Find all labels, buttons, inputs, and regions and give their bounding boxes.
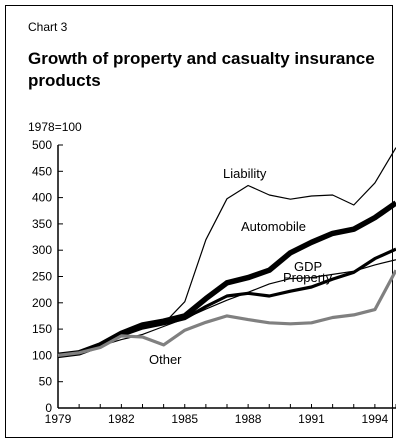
chart-number-label: Chart 3 (28, 20, 68, 34)
annotation-gdp: GDP (294, 259, 322, 274)
y-tick-label: 450 (32, 164, 52, 178)
chart-title: Growth of property and casualty insuranc… (28, 49, 375, 90)
x-tick-label: 1988 (235, 412, 262, 426)
annotation-other: Other (149, 352, 182, 367)
y-tick-label: 0 (45, 401, 52, 415)
series-line-other (57, 269, 396, 357)
y-tick-label: 100 (32, 348, 52, 362)
series-line-unlabeled (57, 247, 396, 357)
chart-axes: 0 50 100 150 200 250 300 350 400 450 500 1979 1982 19… (32, 138, 396, 426)
annotation-liability: Liability (223, 166, 267, 181)
x-tick-label: 1985 (171, 412, 198, 426)
y-tick-label: 400 (32, 191, 52, 205)
base-year-note: 1978=100 (28, 120, 82, 134)
y-tick-label: 200 (32, 296, 52, 310)
y-tick-label: 500 (32, 138, 52, 152)
x-tick-label: 1982 (108, 412, 135, 426)
x-tick-label: 1979 (45, 412, 72, 426)
series-line-gdp (57, 259, 396, 356)
chart-frame (5, 5, 393, 438)
chart-series (57, 147, 396, 359)
series-line-automobile (57, 200, 396, 359)
annotation-property: Property (283, 270, 333, 285)
y-tick-label: 300 (32, 243, 52, 257)
annotation-automobile: Automobile (241, 219, 306, 234)
y-tick-label: 150 (32, 322, 52, 336)
x-tick-label: 1994 (362, 412, 389, 426)
y-tick-label: 350 (32, 217, 52, 231)
y-tick-label: 50 (39, 375, 53, 389)
x-tick-label: 1991 (298, 412, 325, 426)
y-tick-label: 250 (32, 270, 52, 284)
